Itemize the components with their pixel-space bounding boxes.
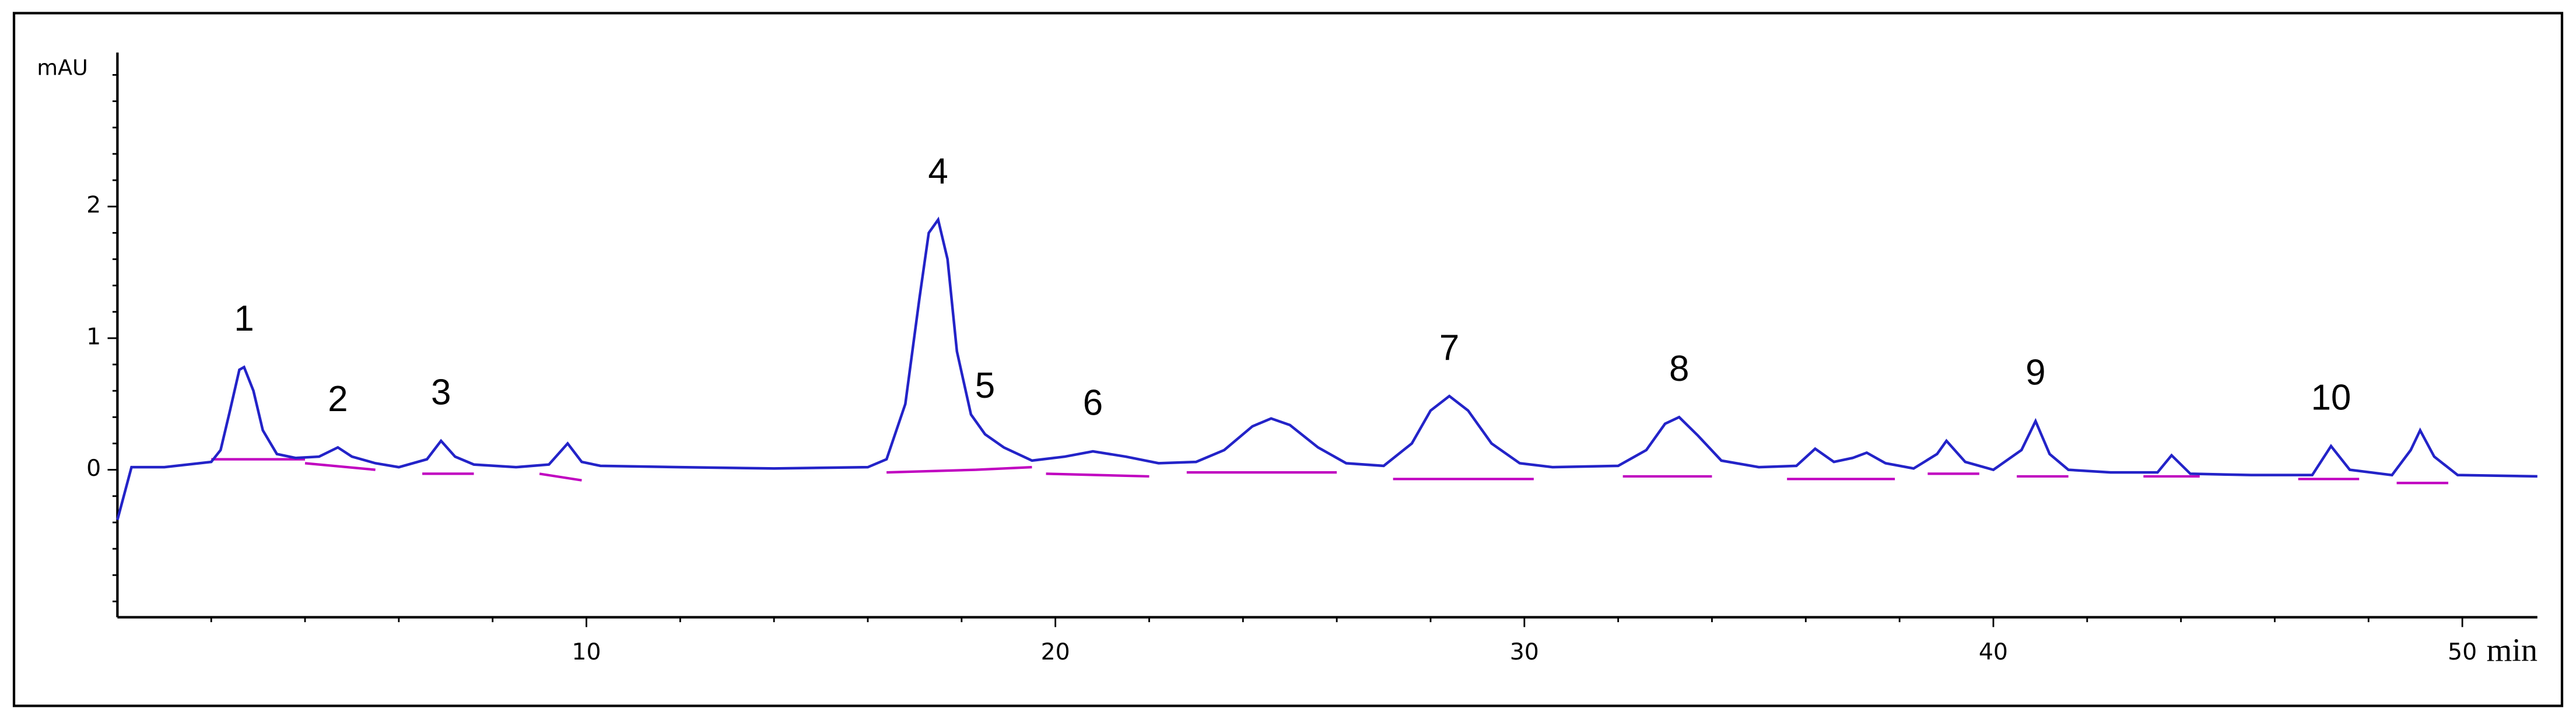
peak-label: 6 <box>1083 383 1103 423</box>
x-tick-label: 20 <box>1041 639 1070 665</box>
y-tick-label: 2 <box>86 192 101 219</box>
peak-label: 2 <box>328 379 348 419</box>
peak-label: 9 <box>2025 353 2045 393</box>
peak-label: 4 <box>928 151 948 191</box>
peak-label: 7 <box>1439 328 1459 368</box>
peak-label: 1 <box>234 299 254 339</box>
x-tick-label: 40 <box>1979 639 2008 665</box>
x-tick-label: 30 <box>1510 639 1539 665</box>
integration-baseline <box>1046 472 1149 478</box>
peak-label: 8 <box>1669 349 1689 389</box>
integration-baseline <box>975 466 1032 471</box>
integration-baseline <box>304 462 376 471</box>
y-axis-label: mAU <box>37 55 87 80</box>
x-tick-label: 10 <box>572 639 601 665</box>
x-tick-label: 50 <box>2448 639 2477 665</box>
frame <box>12 12 2564 707</box>
y-tick-label: 1 <box>86 323 101 350</box>
peak-label: 5 <box>975 366 995 406</box>
y-tick-label: 0 <box>86 455 101 482</box>
peak-label: 3 <box>431 373 451 413</box>
peak-label: 10 <box>2311 378 2351 418</box>
integration-baseline <box>886 468 976 474</box>
x-axis-label: min <box>2487 632 2538 668</box>
integration-baseline <box>539 472 582 482</box>
trace <box>116 216 2538 521</box>
